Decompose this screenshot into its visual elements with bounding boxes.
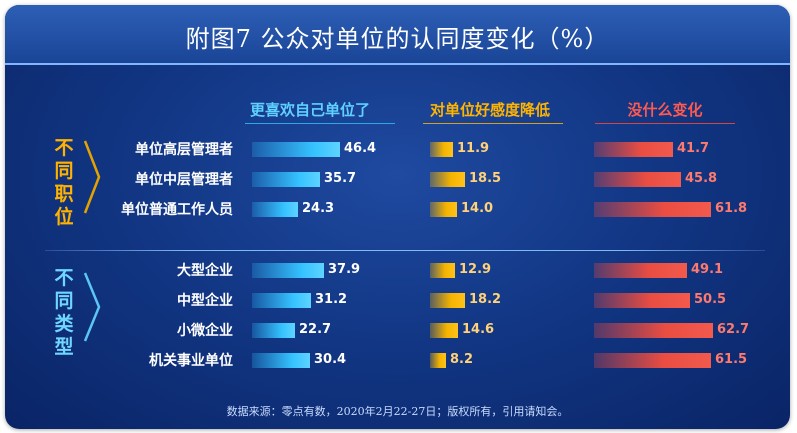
chevron-right-icon (83, 272, 101, 342)
bar (252, 323, 295, 338)
bar (252, 293, 311, 308)
bar (430, 142, 453, 157)
category-label: 大型企业 (177, 263, 233, 279)
value-label: 62.7 (717, 322, 750, 337)
value-label: 61.8 (715, 201, 748, 216)
value-label: 22.7 (299, 322, 332, 337)
bar (430, 293, 465, 308)
value-label: 35.7 (324, 171, 357, 186)
bar (430, 263, 455, 278)
value-label: 31.2 (315, 292, 348, 307)
group-separator (45, 250, 765, 251)
category-label: 单位中层管理者 (135, 172, 233, 188)
group-label-type: 不同类型 (54, 267, 74, 358)
series-header-1: 更喜欢自己单位了 (249, 101, 370, 119)
bar (252, 353, 310, 368)
series-header-3: 没什么变化 (627, 101, 703, 119)
value-label: 14.0 (461, 201, 494, 216)
bar (594, 142, 673, 157)
category-label: 单位普通工作人员 (121, 202, 233, 218)
series-underline-1 (245, 123, 395, 124)
bar (252, 172, 320, 187)
category-label: 机关事业单位 (149, 353, 233, 369)
series-underline-2 (423, 123, 563, 124)
bar (252, 202, 298, 217)
chevron-right-icon (83, 140, 101, 214)
title-band: 附图7 公众对单位的认同度变化（%） (5, 5, 790, 65)
bar (594, 172, 681, 187)
value-label: 37.9 (328, 262, 361, 277)
value-label: 12.9 (459, 262, 492, 277)
bar (430, 172, 465, 187)
category-label: 中型企业 (177, 293, 233, 309)
bar (594, 323, 713, 338)
chart-footnote: 数据来源：零点有数，2020年2月22-27日；版权所有，引用请知会。 (226, 405, 569, 418)
value-label: 18.2 (469, 292, 502, 307)
bar (252, 142, 340, 157)
series-header-2: 对单位好感度降低 (429, 101, 550, 119)
group-label-position: 不同职位 (54, 137, 74, 228)
bar (430, 202, 457, 217)
bar (252, 263, 324, 278)
bar (430, 353, 446, 368)
bar (430, 323, 458, 338)
value-label: 50.5 (694, 292, 727, 307)
value-label: 61.5 (715, 352, 748, 367)
value-label: 41.7 (677, 141, 710, 156)
value-label: 18.5 (469, 171, 502, 186)
bar (594, 293, 690, 308)
value-label: 8.2 (450, 352, 474, 367)
value-label: 46.4 (344, 141, 377, 156)
series-underline-3 (595, 123, 735, 124)
group-chevrons (83, 140, 101, 342)
chart-title: 附图7 公众对单位的认同度变化（%） (185, 25, 610, 53)
value-label: 30.4 (314, 352, 347, 367)
bar (594, 202, 711, 217)
bar (594, 263, 687, 278)
chart-panel: 附图7 公众对单位的认同度变化（%） 更喜欢自己单位了 对单位好感度降低 没什么… (5, 5, 790, 429)
value-label: 11.9 (457, 141, 490, 156)
value-label: 24.3 (302, 201, 335, 216)
bar (594, 353, 711, 368)
category-label: 小微企业 (177, 323, 233, 339)
value-label: 45.8 (685, 171, 718, 186)
value-label: 49.1 (691, 262, 724, 277)
value-label: 14.6 (462, 322, 495, 337)
category-label: 单位高层管理者 (135, 142, 233, 158)
